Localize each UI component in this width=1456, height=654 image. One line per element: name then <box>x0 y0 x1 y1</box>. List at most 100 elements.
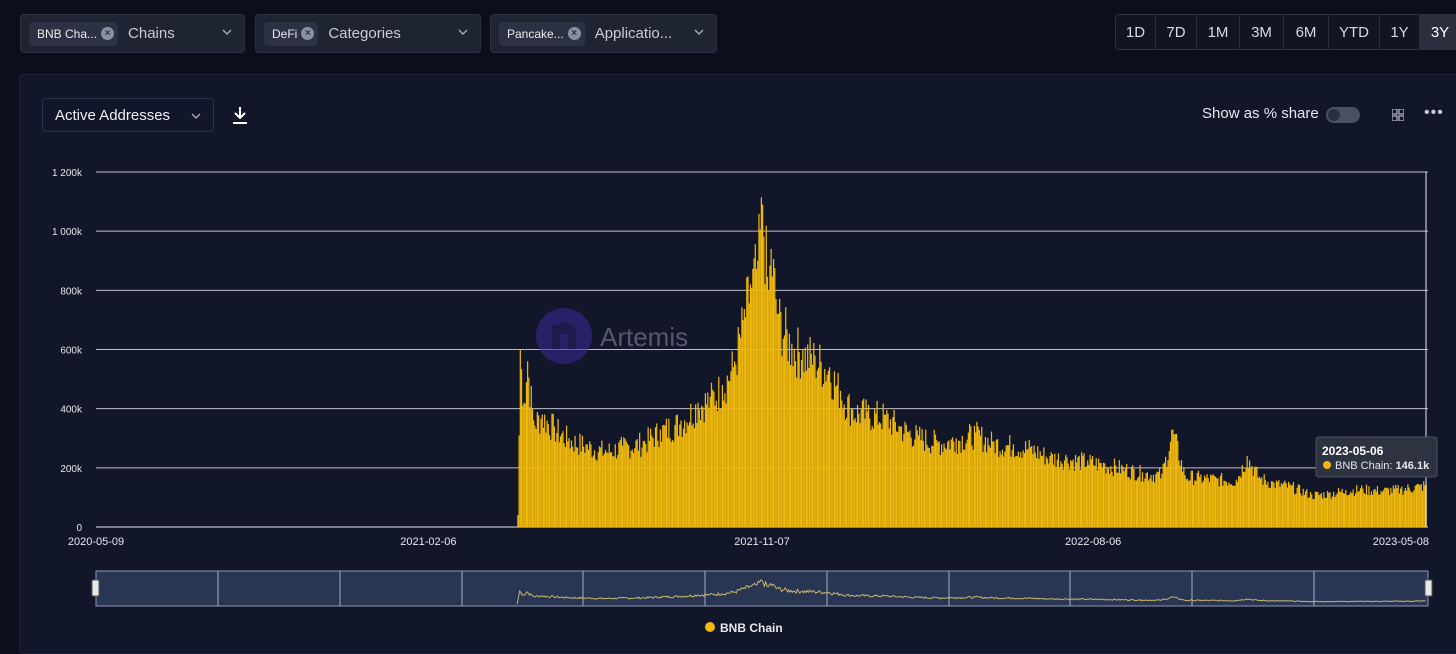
bar <box>982 451 984 527</box>
bar <box>614 444 616 527</box>
bar <box>1143 481 1145 527</box>
metric-select[interactable]: Active Addresses <box>42 98 214 132</box>
applications-filter[interactable]: Pancake... × Applicatio... <box>490 14 717 53</box>
bar <box>1117 472 1119 527</box>
bar <box>741 307 743 527</box>
x-tick-label: 2023-05-08 <box>1373 536 1429 548</box>
share-toggle[interactable] <box>1326 107 1360 123</box>
bar <box>729 381 731 527</box>
applications-filter-label: Applicatio... <box>594 25 673 42</box>
bar <box>1052 464 1055 527</box>
bar <box>1000 454 1002 527</box>
bar <box>1335 494 1337 527</box>
remove-chain-icon[interactable]: × <box>101 27 115 40</box>
bar <box>749 284 752 527</box>
bar <box>759 229 761 528</box>
bar <box>1189 480 1191 527</box>
bar <box>1287 481 1290 527</box>
bar <box>691 425 693 527</box>
bar <box>553 426 556 527</box>
tooltip-box <box>1315 436 1438 478</box>
bar <box>844 420 847 527</box>
bar <box>1274 488 1276 527</box>
chains-filter[interactable]: BNB Cha... × Chains <box>20 14 245 53</box>
bar <box>558 442 560 527</box>
range-3y[interactable]: 3Y <box>1420 15 1456 49</box>
bar <box>827 370 829 527</box>
bar <box>570 440 573 527</box>
range-1y[interactable]: 1Y <box>1380 15 1420 49</box>
bar <box>1101 467 1103 527</box>
bar <box>1277 481 1279 527</box>
bar <box>983 444 985 527</box>
bar <box>964 449 966 527</box>
bar <box>635 440 637 527</box>
bar <box>1336 493 1338 527</box>
bar <box>898 426 900 527</box>
range-ytd[interactable]: YTD <box>1329 15 1380 49</box>
bar <box>575 447 577 527</box>
bar <box>657 440 659 527</box>
bar <box>962 449 965 527</box>
bar <box>621 445 624 527</box>
bar <box>1049 456 1051 527</box>
bar <box>751 288 753 527</box>
bar <box>828 367 831 527</box>
bar <box>994 453 996 527</box>
bar <box>1063 460 1066 527</box>
bar <box>1065 454 1067 527</box>
remove-application-icon[interactable]: × <box>567 27 581 40</box>
range-3m[interactable]: 3M <box>1240 15 1284 49</box>
bar <box>869 418 871 527</box>
bar <box>541 414 543 527</box>
bar <box>882 403 884 527</box>
bar <box>1062 469 1064 527</box>
bar <box>601 440 603 527</box>
bar <box>522 405 524 527</box>
bar <box>1184 475 1186 527</box>
tooltip-value: 146.1k <box>1396 460 1431 472</box>
bar <box>590 444 592 527</box>
bar <box>682 428 685 527</box>
bar <box>865 399 867 527</box>
categories-filter[interactable]: DeFi × Categories <box>255 14 481 53</box>
bar <box>563 443 565 527</box>
range-1m[interactable]: 1M <box>1197 15 1240 49</box>
download-icon[interactable] <box>230 104 250 126</box>
bar <box>1326 490 1329 527</box>
bar <box>693 428 696 527</box>
legend-entry: BNB Chain <box>720 621 783 635</box>
bar <box>1386 487 1388 527</box>
grid-view-icon[interactable] <box>1392 109 1404 121</box>
range-7d[interactable]: 7D <box>1156 15 1197 49</box>
bar <box>1061 463 1063 527</box>
bar <box>550 440 552 527</box>
bar <box>1206 474 1208 527</box>
bar <box>1247 468 1250 527</box>
bar <box>753 258 755 527</box>
bar <box>841 400 843 527</box>
bar <box>1162 463 1164 527</box>
bar <box>1118 460 1120 527</box>
bar <box>1128 476 1130 527</box>
bar <box>1133 469 1135 527</box>
remove-category-icon[interactable]: × <box>301 27 315 40</box>
category-chip[interactable]: DeFi × <box>264 21 319 46</box>
bar <box>581 435 584 527</box>
bar <box>949 449 951 527</box>
more-options-icon[interactable]: ••• <box>1424 104 1444 121</box>
bar <box>1100 462 1102 527</box>
range-6m[interactable]: 6M <box>1284 15 1329 49</box>
range-1d[interactable]: 1D <box>1116 15 1156 49</box>
bar <box>1307 498 1309 527</box>
bar <box>1211 475 1213 527</box>
application-chip[interactable]: Pancake... × <box>499 21 585 46</box>
bar <box>776 313 778 527</box>
bar <box>1224 481 1226 527</box>
bar <box>1397 484 1399 527</box>
bar <box>1272 481 1274 527</box>
bar <box>813 342 815 527</box>
bar <box>562 431 564 527</box>
bar <box>822 383 825 527</box>
chain-chip[interactable]: BNB Cha... × <box>29 21 119 46</box>
